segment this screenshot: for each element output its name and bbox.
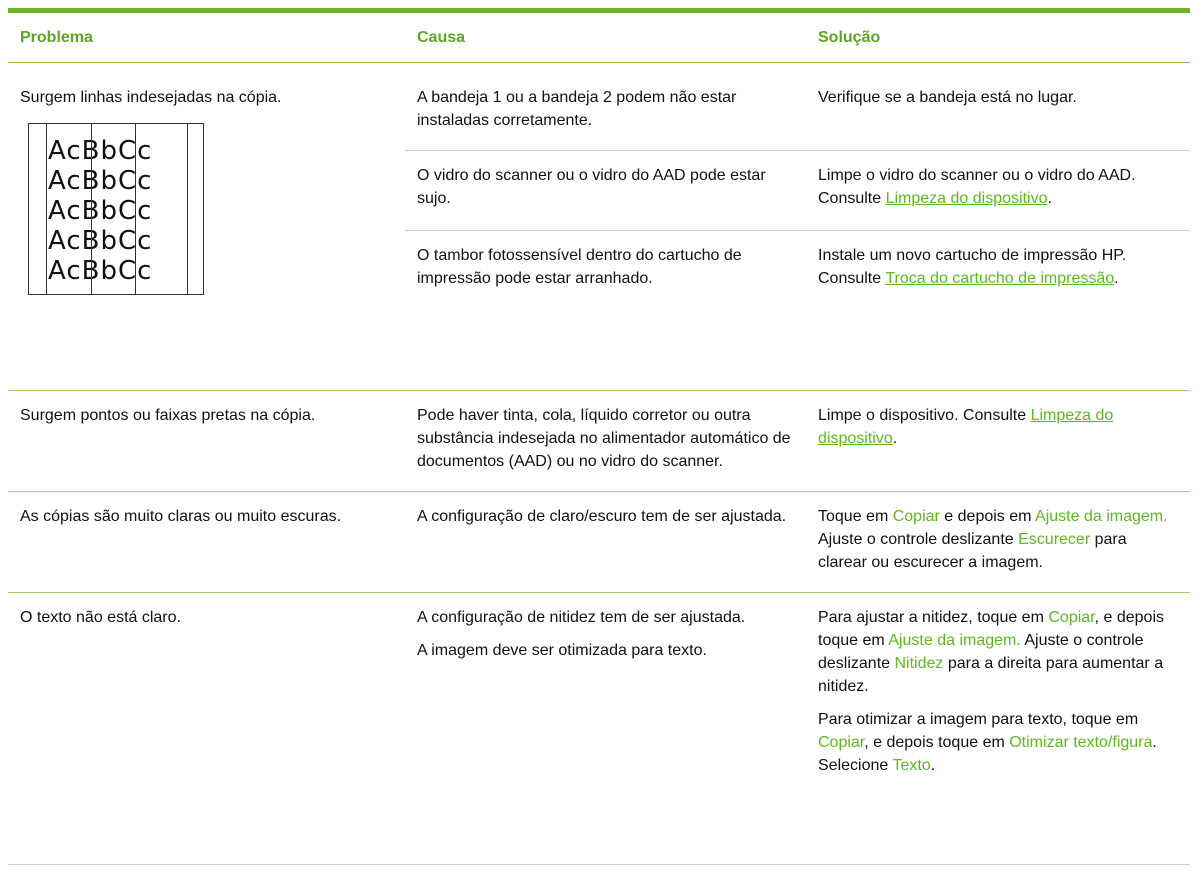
link[interactable]: Troca do cartucho de impressão (885, 270, 1115, 287)
ui-label: Copiar (892, 508, 940, 525)
text: e depois em (939, 508, 1036, 525)
paragraph: Limpe o vidro do scanner ou o vidro do A… (818, 164, 1178, 210)
cause-cell: A bandeja 1 ou a bandeja 2 podem não est… (405, 62, 806, 151)
paragraph: Surgem linhas indesejadas na cópia. (20, 86, 393, 109)
paragraph: Surgem pontos ou faixas pretas na cópia. (20, 404, 393, 427)
cause-cell: O tambor fotossensível dentro do cartuch… (405, 230, 806, 391)
ui-label: Escurecer (1018, 531, 1091, 548)
paragraph: Limpe o dispositivo. Consulte Limpeza do… (818, 404, 1178, 450)
text: A configuração de nitidez tem de ser aju… (417, 609, 746, 626)
illustration-line: AcBbCc (48, 256, 153, 286)
problem-cell: O texto não está claro. (8, 592, 405, 865)
illustration-line: AcBbCc (48, 196, 153, 226)
cause-cell: Pode haver tinta, cola, líquido corretor… (405, 390, 806, 492)
illustration-rule (91, 124, 92, 294)
text: Para otimizar a imagem para texto, toque… (818, 711, 1139, 728)
table-row: O vidro do scanner ou o vidro do AAD pod… (8, 150, 1190, 231)
text: O tambor fotossensível dentro do cartuch… (417, 247, 742, 287)
text: . (1114, 270, 1119, 287)
paragraph: Pode haver tinta, cola, líquido corretor… (417, 404, 794, 473)
link[interactable]: Limpeza do dispositivo (818, 407, 1114, 447)
text: As cópias são muito claras ou muito escu… (20, 508, 342, 525)
document: Problema Causa Solução Surgem linhas ind… (8, 8, 1190, 865)
text: , e depois toque em (864, 734, 1010, 751)
text: Limpe o dispositivo. Consulte (818, 407, 1031, 424)
text: Ajuste o controle deslizante (818, 531, 1019, 548)
illustration-line: AcBbCc (48, 226, 153, 256)
ui-label: Texto (892, 757, 931, 774)
paragraph: O texto não está claro. (20, 606, 393, 629)
solution-cell: Para ajustar a nitidez, toque em Copiar,… (806, 592, 1190, 865)
troubleshooting-table: Problema Causa Solução Surgem linhas ind… (8, 13, 1190, 865)
paragraph: O tambor fotossensível dentro do cartuch… (417, 244, 794, 290)
table-row: Surgem linhas indesejadas na cópia. AcBbC… (8, 62, 1190, 391)
paragraph: O vidro do scanner ou o vidro do AAD pod… (417, 164, 794, 210)
problem-cell: Surgem linhas indesejadas na cópia. AcBbC… (8, 62, 405, 391)
table-body: Surgem linhas indesejadas na cópia. AcBbC… (8, 62, 1190, 865)
ui-label: Otimizar texto/figura (1009, 734, 1153, 751)
paragraph: Para otimizar a imagem para texto, toque… (818, 708, 1178, 777)
ui-label: Copiar (1048, 609, 1095, 626)
cause-cell: A configuração de nitidez tem de ser aju… (405, 592, 806, 865)
text: . (1047, 190, 1052, 207)
text: . (930, 757, 936, 774)
paragraph: A bandeja 1 ou a bandeja 2 podem não est… (417, 86, 794, 132)
text: Surgem pontos ou faixas pretas na cópia. (20, 407, 316, 424)
paragraph: Verifique se a bandeja está no lugar. (818, 86, 1178, 109)
solution-cell: Limpe o dispositivo. Consulte Limpeza do… (806, 390, 1190, 492)
text: para a direita para aumentar a nitidez. (818, 655, 1164, 695)
solution-cell: Toque em Copiar e depois em Ajuste da im… (806, 491, 1190, 593)
table-row: Surgem pontos ou faixas pretas na cópia.… (8, 390, 1190, 492)
text: Toque em (818, 508, 893, 525)
text: O texto não está claro. (20, 609, 181, 626)
text: Surgem linhas indesejadas na cópia. (20, 89, 282, 106)
paragraph: A configuração de nitidez tem de ser aju… (417, 606, 794, 629)
text: A configuração de claro/escuro tem de se… (417, 508, 787, 525)
paragraph: As cópias são muito claras ou muito escu… (20, 505, 393, 528)
text: Limpe o vidro do scanner ou o vidro do A… (818, 167, 1136, 207)
text: A imagem deve ser otimizada para texto. (417, 642, 707, 659)
cause-cell: A configuração de claro/escuro tem de se… (405, 491, 806, 593)
problem-cell: As cópias são muito claras ou muito escu… (8, 491, 405, 593)
text: Ajuste o controle deslizante (818, 632, 1144, 672)
link[interactable]: Limpeza do dispositivo (885, 190, 1048, 207)
text: Para ajustar a nitidez, toque em (818, 609, 1049, 626)
column-header: Problema (8, 13, 405, 63)
ui-label: Ajuste da imagem. (1035, 508, 1168, 525)
text: Instale um novo cartucho de impressão HP… (818, 247, 1127, 287)
column-header: Causa (405, 13, 806, 63)
solution-cell: Limpe o vidro do scanner ou o vidro do A… (806, 150, 1190, 231)
text: . Selecione (818, 734, 1157, 774)
illustration: AcBbCc AcBbCc AcBbCc AcBbCc AcBbCc (28, 123, 204, 295)
illustration-rule (46, 124, 47, 294)
paragraph: Instale um novo cartucho de impressão HP… (818, 244, 1178, 290)
text: , e depois toque em (818, 609, 1164, 649)
text: Pode haver tinta, cola, líquido corretor… (417, 407, 791, 470)
illustration-line: AcBbCc (48, 136, 153, 166)
text: A bandeja 1 ou a bandeja 2 podem não est… (417, 89, 737, 129)
table-row: As cópias são muito claras ou muito escu… (8, 491, 1190, 593)
paragraph: A imagem deve ser otimizada para texto. (417, 639, 794, 662)
ui-label: Nitidez (894, 655, 944, 672)
table-row: O texto não está claro. A configuração de… (8, 592, 1190, 865)
paragraph: Toque em Copiar e depois em Ajuste da im… (818, 505, 1178, 574)
solution-cell: Verifique se a bandeja está no lugar. (806, 62, 1190, 151)
ui-label: Ajuste da imagem. (888, 632, 1021, 649)
table-row: O tambor fotossensível dentro do cartuch… (8, 230, 1190, 391)
text: . (892, 430, 898, 447)
illustration-rule (187, 124, 188, 294)
paragraph: A configuração de claro/escuro tem de se… (417, 505, 794, 528)
column-header: Solução (806, 13, 1190, 63)
text: O vidro do scanner ou o vidro do AAD pod… (417, 167, 766, 207)
paragraph: Para ajustar a nitidez, toque em Copiar,… (818, 606, 1178, 698)
problem-cell: Surgem pontos ou faixas pretas na cópia. (8, 390, 405, 492)
ui-label: Copiar (818, 734, 865, 751)
header-row: Problema Causa Solução (8, 13, 1190, 63)
text: para clarear ou escurecer a imagem. (818, 531, 1127, 571)
solution-cell: Instale um novo cartucho de impressão HP… (806, 230, 1190, 391)
illustration-line: AcBbCc (48, 166, 153, 196)
text: Verifique se a bandeja está no lugar. (818, 89, 1077, 106)
cause-cell: O vidro do scanner ou o vidro do AAD pod… (405, 150, 806, 231)
illustration-rule (135, 124, 136, 294)
